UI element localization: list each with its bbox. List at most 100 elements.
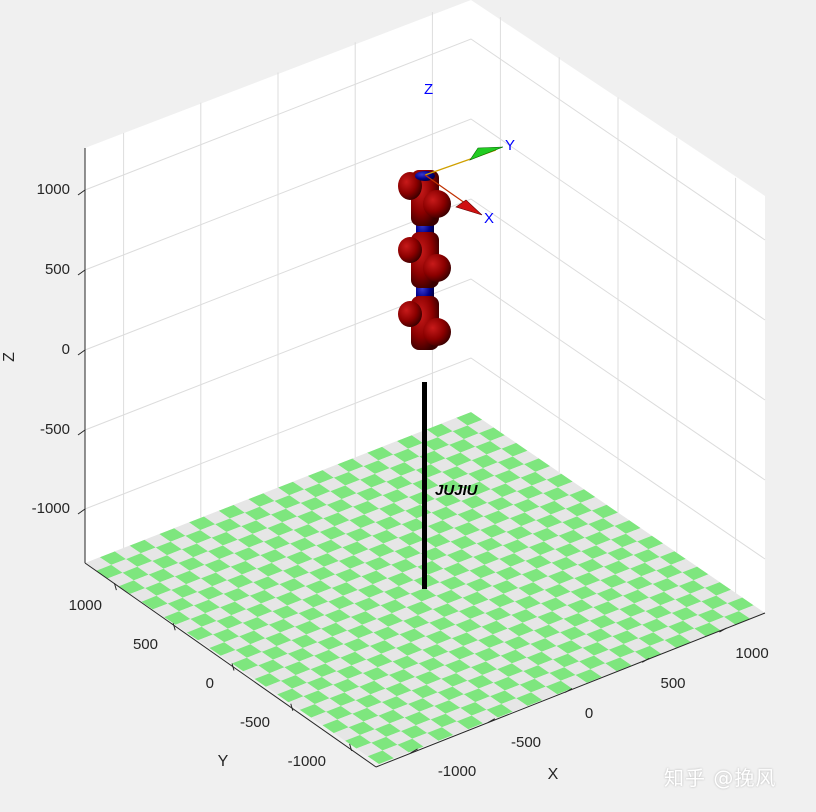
floor-tile	[270, 508, 298, 523]
floor-tile	[470, 613, 497, 627]
floor-tile	[528, 541, 556, 556]
floor-tile	[456, 412, 483, 426]
floor-tile	[263, 535, 290, 550]
floor-tile	[179, 605, 206, 619]
floor-tile	[475, 441, 502, 455]
floor-tile	[211, 532, 238, 546]
floor-tile	[352, 501, 380, 515]
floor-tile	[425, 630, 452, 645]
floor-tile	[434, 493, 462, 507]
floor-tile	[427, 520, 454, 534]
floor-tile	[525, 555, 552, 569]
floor-tile	[459, 653, 486, 668]
floor-tile	[186, 578, 213, 592]
floor-tile	[332, 630, 359, 645]
floor-tile	[432, 603, 459, 617]
floor-tile	[565, 502, 592, 517]
floor-tile	[519, 678, 546, 693]
floor-tile	[412, 733, 439, 747]
floor-tile	[504, 684, 531, 699]
floor-tile	[534, 673, 561, 687]
floor-tile	[519, 630, 546, 644]
floor-tile	[524, 506, 551, 521]
floor-tile	[423, 485, 450, 499]
z-axis-label: Z	[1, 352, 18, 362]
floor-tile	[343, 638, 370, 652]
floor-tile	[540, 597, 568, 612]
floor-tile	[203, 510, 230, 525]
floor-tile	[579, 655, 606, 670]
floor-tile	[533, 624, 560, 639]
y-arrowhead	[469, 146, 504, 161]
floor-tile	[574, 620, 601, 635]
floor-tile	[570, 586, 597, 600]
floor-tile	[604, 609, 631, 623]
floor-tile	[564, 661, 591, 675]
floor-tile	[343, 590, 370, 604]
floor-tile	[222, 539, 249, 554]
floor-tile	[581, 593, 609, 608]
floor-tile	[434, 444, 461, 459]
floor-tile	[239, 630, 266, 645]
floor-tile	[437, 638, 464, 652]
floor-tile	[575, 669, 602, 683]
floor-tile	[668, 620, 695, 635]
floor-tile	[475, 489, 503, 503]
floor-tile	[395, 593, 422, 608]
floor-tile	[578, 607, 605, 621]
floor-tile	[517, 533, 544, 548]
floor-tile	[641, 570, 668, 584]
floor-tile	[514, 547, 541, 561]
floor-tile	[586, 628, 613, 643]
y-axis-label: Y	[218, 753, 229, 770]
floor-tile	[467, 419, 494, 434]
floor-tile	[389, 717, 416, 732]
floor-tile	[524, 458, 551, 472]
floor-tile	[712, 603, 739, 617]
floor-tile	[253, 576, 280, 590]
floor-tile	[671, 607, 698, 621]
floor-tile	[243, 665, 270, 679]
floor-tile	[648, 543, 675, 557]
floor-tile	[473, 599, 500, 614]
floor-tile	[497, 456, 524, 470]
floor-tile	[245, 555, 272, 569]
floor-tile	[345, 479, 372, 494]
floor-tile	[656, 613, 683, 627]
floor-tile	[271, 557, 298, 571]
floor-tile	[232, 657, 259, 672]
floor-tile	[374, 723, 401, 737]
floor-tile	[328, 595, 355, 610]
floor-tile	[567, 647, 594, 662]
floor-tile	[559, 578, 586, 592]
floor-tile	[544, 584, 571, 598]
floor-tile	[516, 485, 544, 499]
floor-tile	[144, 534, 171, 548]
floor-tile	[431, 506, 458, 521]
floor-tile	[356, 742, 383, 757]
floor-tile	[220, 601, 247, 616]
floor-tile	[550, 508, 577, 523]
floor-tile	[319, 526, 346, 540]
floor-tile	[615, 616, 642, 631]
floor-tile	[367, 702, 394, 716]
floor-tile	[428, 568, 455, 583]
floor-tile	[235, 644, 262, 658]
floor-tile	[227, 622, 254, 637]
z-tick-label: -500	[40, 421, 70, 438]
floor-tile	[622, 541, 649, 555]
floor-tile	[275, 543, 302, 558]
floor-tile	[543, 535, 570, 550]
floor-tile	[448, 646, 475, 660]
floor-tile	[321, 671, 348, 685]
floor-tile	[471, 709, 498, 724]
floor-tile	[328, 644, 355, 658]
floor-tile	[533, 576, 560, 590]
floor-tile	[297, 510, 324, 525]
floor-tile	[348, 721, 375, 735]
floor-tile	[526, 651, 553, 666]
floor-tile	[290, 586, 317, 600]
floor-tile	[347, 624, 374, 639]
floor-tile	[193, 599, 220, 614]
floor-tile	[336, 665, 363, 679]
